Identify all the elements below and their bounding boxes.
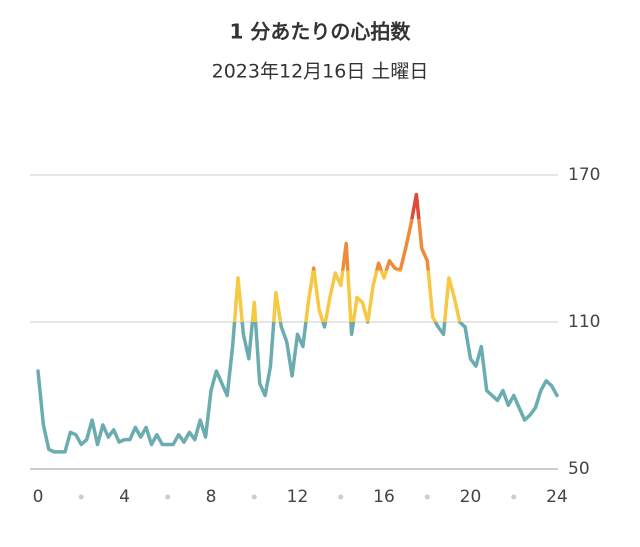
y-tick-label: 50 xyxy=(568,459,590,479)
x-minor-tick xyxy=(424,494,430,500)
x-tick-label: 4 xyxy=(119,487,130,507)
y-tick-label: 110 xyxy=(568,312,600,332)
x-minor-tick xyxy=(251,494,257,500)
y-tick-label: 170 xyxy=(568,165,600,185)
x-tick-label: 0 xyxy=(33,487,44,507)
x-tick-label: 12 xyxy=(287,487,309,507)
chart-subtitle: 2023年12月16日 土曜日 xyxy=(212,61,429,83)
x-tick-label: 8 xyxy=(206,487,217,507)
x-minor-tick xyxy=(165,494,171,500)
x-minor-tick xyxy=(511,494,517,500)
x-tick-label: 24 xyxy=(546,487,568,507)
x-minor-tick xyxy=(338,494,344,500)
x-minor-tick xyxy=(78,494,84,500)
x-tick-label: 20 xyxy=(460,487,482,507)
x-tick-label: 16 xyxy=(373,487,395,507)
chart-title: 1 分あたりの心拍数 xyxy=(230,20,412,44)
heart-rate-line xyxy=(36,192,559,454)
